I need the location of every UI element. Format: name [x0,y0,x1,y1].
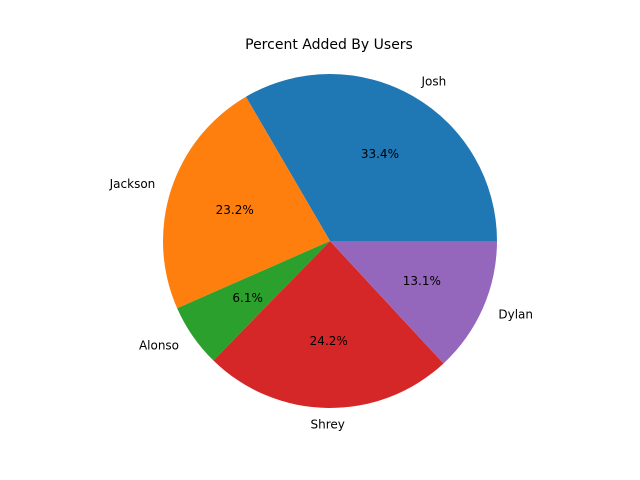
pct-label-shrey: 24.2% [310,334,348,348]
pct-label-dylan: 13.1% [403,274,441,288]
slice-label-shrey: Shrey [310,418,344,432]
slice-label-dylan: Dylan [498,307,533,321]
pie-slices [163,73,497,409]
pct-label-alonso: 6.1% [232,291,263,305]
slice-label-josh: Josh [421,75,447,89]
pie-slice-shrey [213,241,444,409]
pie-slice-dylan [330,241,497,364]
chart-title: Percent Added By Users [245,37,413,53]
pie-slice-jackson [163,96,330,309]
pie-slice-alonso [177,241,330,361]
pct-label-josh: 33.4% [361,147,399,161]
slice-label-alonso: Alonso [139,339,179,353]
pie-slice-josh [245,73,497,241]
pie-labels: Josh 33.4% Jackson 23.2% Alonso 6.1% Shrey 24.2… [109,75,533,432]
pct-label-jackson: 23.2% [216,203,254,217]
slice-label-jackson: Jackson [109,177,156,191]
